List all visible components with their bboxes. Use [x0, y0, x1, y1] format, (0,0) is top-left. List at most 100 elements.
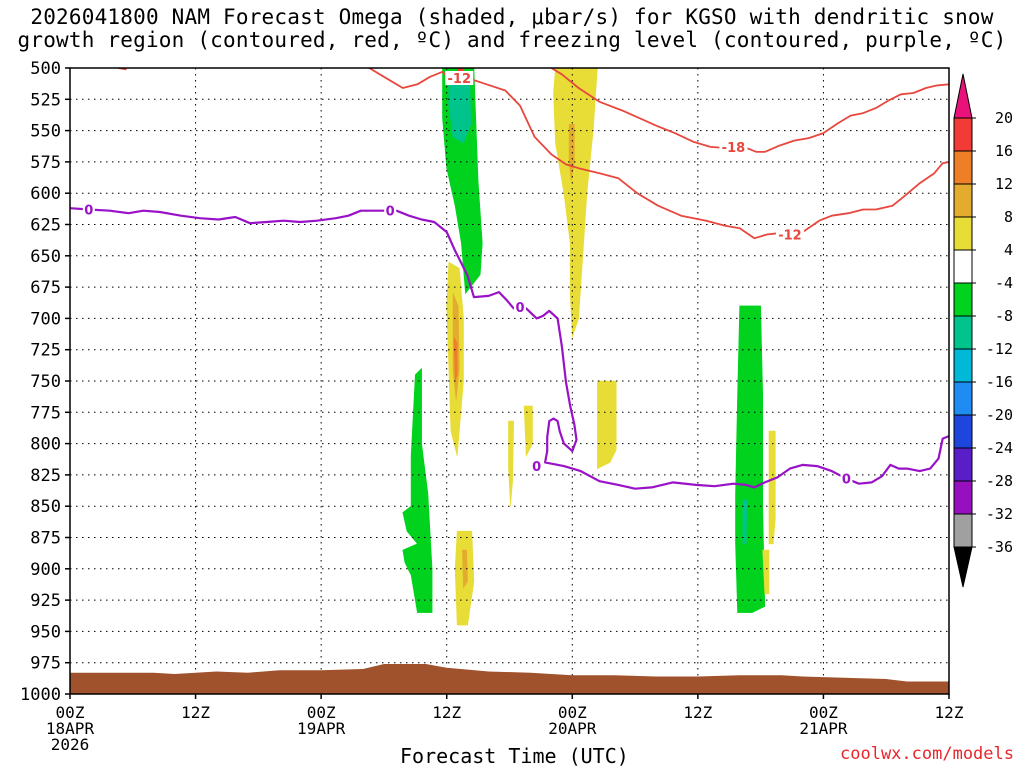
colorbar-swatch-5: [953, 249, 973, 284]
contour-label-freezing-7: 0: [842, 473, 851, 488]
x-tick-label-72-0: 00Z: [809, 703, 838, 722]
y-tick-label-525: 525: [30, 90, 61, 110]
x-tick-label-48-0: 00Z: [558, 703, 587, 722]
y-tick-label-675: 675: [30, 278, 61, 298]
colorbar-label-7: -12: [986, 340, 1013, 358]
y-axis: 500 525 550 575 600 625 650 675 700 725 750 775 800 8…: [20, 59, 70, 705]
omega-region-7: [453, 337, 458, 382]
colorbar-label-10: -24: [986, 439, 1013, 457]
x-tick-label-24-1: 19APR: [297, 719, 346, 738]
contour-label-freezing-5: 0: [515, 301, 524, 316]
colorbar-label-5: -4: [995, 274, 1013, 292]
x-tick-label-12-0: 12Z: [181, 703, 210, 722]
colorbar-top-arrow: [953, 73, 973, 119]
colorbar-swatch-13: [953, 513, 973, 548]
contour-label-dendritic-2: -12: [778, 229, 802, 244]
colorbar-swatch-11: [953, 447, 973, 482]
colorbar-label-4: 4: [1004, 241, 1013, 259]
colorbar-bottom-arrow: [953, 546, 973, 588]
colorbar-swatch-7: [953, 315, 973, 350]
omega-region-16: [768, 430, 776, 545]
colorbar-swatch-6: [953, 282, 973, 317]
x-tick-label-84-0: 12Z: [935, 703, 964, 722]
x-tick-label-0-2: 2026: [51, 735, 90, 754]
omega-region-15: [742, 499, 748, 545]
colorbar-swatch-3: [953, 183, 973, 218]
chart-title: 2026041800 NAM Forecast Omega (shaded, μ…: [0, 6, 1024, 52]
omega-region-9: [402, 367, 433, 613]
omega-region-14: [735, 305, 766, 613]
contour-label-freezing-6: 0: [532, 460, 541, 475]
contour-label-dendritic-1: -18: [722, 141, 746, 156]
contour-label-bg-0: [445, 71, 474, 86]
x-tick-label-36-0: 12Z: [432, 703, 461, 722]
y-tick-label-500: 500: [30, 59, 61, 79]
y-tick-label-700: 700: [30, 309, 61, 329]
colorbar-label-2: 12: [995, 175, 1013, 193]
colorbar: 20 16 12 8 4 -4 -8 -12 -16 -20 -24 -28 -32 -36: [953, 73, 1013, 588]
y-tick-label-625: 625: [30, 216, 61, 236]
y-tick-label-975: 975: [30, 654, 61, 674]
colorbar-label-3: 8: [1004, 208, 1013, 226]
contour-label-freezing-3: 0: [84, 203, 93, 218]
contour-label-bg-5: [513, 300, 526, 315]
x-axis-title: Forecast Time (UTC): [400, 744, 629, 768]
colorbar-label-0: 20: [995, 109, 1013, 127]
y-tick-label-800: 800: [30, 435, 61, 455]
x-tick-label-60-0: 12Z: [683, 703, 712, 722]
contour-label-dendritic-0: -12: [448, 72, 472, 87]
y-tick-label-725: 725: [30, 341, 61, 361]
colorbar-label-1: 16: [995, 142, 1013, 160]
x-tick-label-48-1: 20APR: [548, 719, 597, 738]
colorbar-label-6: -8: [995, 307, 1013, 325]
y-tick-label-950: 950: [30, 622, 61, 642]
plot-area-background: [70, 68, 949, 694]
y-tick-label-600: 600: [30, 184, 61, 204]
freezing-contour-3: [70, 207, 949, 490]
colorbar-swatch-8: [953, 348, 973, 383]
colorbar-swatch-1: [953, 117, 973, 152]
y-tick-label-550: 550: [30, 122, 61, 142]
x-tick-label-0-1: 18APR: [46, 719, 95, 738]
contour-label-bg-4: [384, 203, 397, 218]
colorbar-label-9: -20: [986, 406, 1013, 424]
colorbar-swatch-10: [953, 414, 973, 449]
chart-title-line-1: 2026041800 NAM Forecast Omega (shaded, μ…: [30, 5, 994, 29]
omega-region-17: [762, 549, 770, 595]
colorbar-swatch-12: [953, 480, 973, 515]
colorbar-label-8: -16: [986, 373, 1013, 391]
y-tick-label-825: 825: [30, 466, 61, 486]
site-credit: coolwx.com/models: [840, 744, 1014, 764]
y-tick-label-900: 900: [30, 560, 61, 580]
contour-label-bg-2: [775, 227, 804, 242]
y-tick-label-575: 575: [30, 153, 61, 173]
x-tick-label-72-1: 21APR: [799, 719, 848, 738]
omega-shading-layer: [402, 68, 776, 626]
y-tick-label-1000: 1000: [20, 685, 61, 705]
omega-region-11: [462, 549, 468, 589]
x-tick-label-0-0: 00Z: [56, 703, 85, 722]
contour-label-freezing-4: 0: [386, 205, 395, 220]
contour-label-bg-7: [840, 471, 853, 486]
contour-label-bg-6: [530, 459, 543, 474]
omega-region-12: [508, 420, 515, 507]
y-tick-label-925: 925: [30, 591, 61, 611]
x-tick-label-24-0: 00Z: [307, 703, 336, 722]
contour-label-bg-1: [719, 139, 748, 154]
chart-title-line-2: growth region (contoured, red, ºC) and f…: [17, 28, 1007, 52]
contour-label-bg-3: [82, 202, 95, 217]
omega-region-8: [597, 380, 617, 470]
y-tick-label-750: 750: [30, 372, 61, 392]
colorbar-label-13: -36: [986, 538, 1013, 556]
colorbar-swatch-2: [953, 150, 973, 185]
terrain-layer: [70, 664, 949, 694]
colorbar-label-11: -28: [986, 472, 1013, 490]
dendritic-contour-2: [550, 68, 949, 153]
colorbar-swatch-4: [953, 216, 973, 251]
y-tick-label-875: 875: [30, 529, 61, 549]
y-tick-label-775: 775: [30, 403, 61, 423]
y-tick-label-850: 850: [30, 497, 61, 517]
y-tick-label-650: 650: [30, 247, 61, 267]
